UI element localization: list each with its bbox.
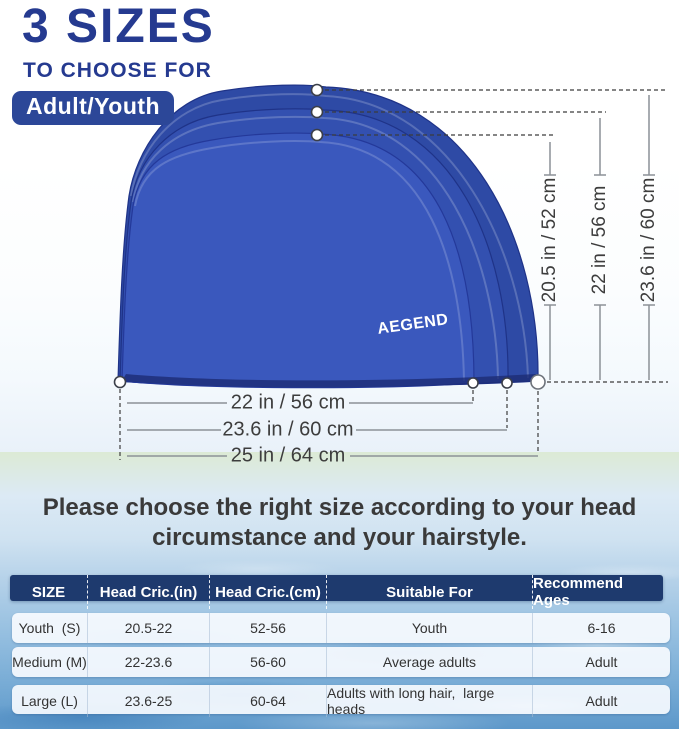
measure-dot bbox=[310, 105, 324, 119]
cell-size: Large (L) bbox=[12, 685, 88, 717]
leader-lines bbox=[119, 89, 668, 460]
cell-head-cric-in: 22-23.6 bbox=[88, 647, 210, 677]
table-row-medium: Medium (M) 22-23.6 56-60 Average adults … bbox=[12, 647, 670, 677]
cell-suitable-for: Average adults bbox=[327, 647, 533, 677]
measure-dot bbox=[310, 128, 324, 142]
table-row-large: Large (L) 23.6-25 60-64 Adults with long… bbox=[12, 685, 670, 717]
cell-recommend-ages: Adult bbox=[585, 693, 618, 709]
swim-caps-illustration bbox=[113, 83, 668, 460]
cell-suitable-for: Adults with long hair, large heads bbox=[327, 685, 533, 717]
measure-dot bbox=[113, 375, 127, 389]
note-line-1: Please choose the right size according t… bbox=[42, 494, 637, 521]
measure-dot bbox=[467, 377, 479, 389]
headline-subtitle: TO CHOOSE FOR bbox=[23, 59, 212, 83]
size-advice-note: Please choose the right size according t… bbox=[0, 493, 679, 553]
width-label-small: 22 in / 56 cm bbox=[230, 391, 346, 414]
cell-head-cric-in: 23.6-25 bbox=[88, 685, 210, 717]
cell-head-cric-cm: 60-64 bbox=[210, 685, 327, 717]
col-header-recommend-ages: Recommend Ages bbox=[533, 575, 624, 609]
cell-suitable-for: Youth bbox=[327, 613, 533, 643]
height-label-small: 20.5 in / 52 cm bbox=[539, 177, 560, 303]
cap-bottom-hem bbox=[122, 374, 538, 388]
size-table-header: SIZE Head Cric.(in) Head Cric.(cm) Suita… bbox=[10, 575, 663, 609]
col-header-head-cric-in: Head Cric.(in) bbox=[88, 575, 210, 609]
cell-head-cric-cm: 52-56 bbox=[210, 613, 327, 643]
width-label-large: 25 in / 64 cm bbox=[230, 444, 346, 467]
cell-size: Youth (S) bbox=[12, 613, 88, 643]
size-diagram: AEGEND 20.5 in / 52 cm 22 in / 56 cm 23.… bbox=[113, 83, 668, 467]
measure-dot bbox=[310, 83, 324, 97]
cell-recommend-ages: 6-16 bbox=[587, 620, 616, 636]
measure-dot bbox=[530, 374, 546, 390]
col-header-suitable-for: Suitable For bbox=[327, 575, 533, 609]
cell-recommend-ages: Adult bbox=[585, 654, 618, 670]
measure-dot bbox=[501, 377, 513, 389]
cap-small-seam bbox=[134, 140, 465, 382]
width-label-medium: 23.6 in / 60 cm bbox=[222, 418, 354, 441]
dimension-lines bbox=[127, 95, 655, 457]
cell-head-cric-cm: 56-60 bbox=[210, 647, 327, 677]
table-row-youth: Youth (S) 20.5-22 52-56 Youth 6-16 bbox=[12, 613, 670, 643]
height-label-large: 23.6 in / 60 cm bbox=[638, 177, 659, 303]
title-block: 3 SIZES TO CHOOSE FOR Adult/Youth bbox=[12, 0, 215, 126]
height-label-medium: 22 in / 56 cm bbox=[589, 185, 610, 295]
audience-badge: Adult/Youth bbox=[12, 91, 175, 126]
cell-size: Medium (M) bbox=[12, 647, 88, 677]
col-header-size: SIZE bbox=[10, 575, 88, 609]
headline: 3 SIZES bbox=[22, 0, 215, 53]
measure-dots bbox=[113, 83, 546, 390]
col-header-head-cric-cm: Head Cric.(cm) bbox=[210, 575, 327, 609]
note-line-2: circumstance and your hairstyle. bbox=[152, 524, 527, 551]
cell-head-cric-in: 20.5-22 bbox=[88, 613, 210, 643]
